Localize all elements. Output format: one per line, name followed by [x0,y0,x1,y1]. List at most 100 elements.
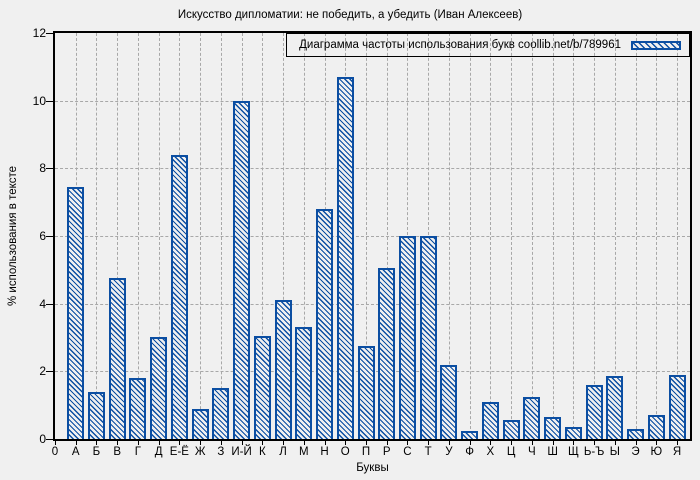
x-tick-mark [55,441,56,445]
bar [233,101,251,439]
bar [108,278,126,439]
x-tick-label: Ж [194,446,206,458]
vertical-gridline [200,33,202,439]
x-tick-label: Э [631,446,640,458]
bar [461,431,479,439]
legend: Диаграмма частоты использования букв coo… [286,33,690,57]
x-tick-label: О [340,446,350,458]
y-tick-label: 0 [39,432,46,446]
x-tick-label: Н [320,446,329,458]
x-tick-label: Г [134,446,142,458]
x-tick-mark [511,441,513,445]
plot-area: Диаграмма частоты использования букв coo… [53,31,692,441]
x-tick-mark [345,441,347,445]
x-tick-mark [490,441,492,445]
bar [87,392,105,439]
x-tick-label: Ц [506,446,516,458]
x-tick-label: Ф [465,446,475,458]
vertical-gridline [366,33,367,439]
x-tick-label: С [403,446,412,458]
bar [606,376,624,439]
bar [523,397,541,439]
vertical-gridline [614,33,616,439]
bar [378,268,396,439]
bar [481,402,499,439]
x-tick-mark [137,441,139,445]
x-tick-label: З [217,446,225,458]
x-tick-label: Т [424,446,432,458]
bar [627,429,645,439]
x-tick-label: Ы [609,446,620,458]
y-tick-mark [46,236,53,237]
x-tick-label: Б [92,446,101,458]
vertical-gridline [490,33,492,439]
x-tick-mark [262,441,264,445]
bar [585,385,603,439]
vertical-gridline [552,33,554,439]
x-tick-label: М [299,446,309,458]
x-tick-label: К [258,446,266,458]
x-tick-mark [200,441,202,445]
vertical-gridline [283,33,285,439]
x-tick-mark [677,441,678,445]
x-tick-mark [158,441,160,445]
y-tick-mark [46,100,53,102]
x-tick-mark [220,441,222,445]
bar [150,337,168,439]
horizontal-gridline [55,100,690,102]
y-tick-label: 4 [39,296,46,311]
x-tick-label: Ш [547,446,558,458]
x-tick-mark [656,441,658,445]
bar [170,155,188,439]
x-tick-mark [117,441,119,445]
vertical-gridline [262,33,264,439]
vertical-gridline [448,33,450,439]
bar [274,300,292,439]
vertical-gridline [573,33,575,439]
x-tick-label: В [113,446,122,458]
bar [295,327,313,439]
x-tick-label: Х [486,446,495,458]
x-tick-mark [283,441,285,445]
bar [316,209,334,439]
x-tick-label: Ч [528,446,536,458]
x-tick-label: Я [672,446,682,458]
vertical-gridline [220,33,222,439]
x-tick-mark [448,441,450,445]
vertical-gridline [635,33,637,439]
vertical-gridline [386,33,388,439]
y-tick-mark [46,303,53,305]
x-tick-mark [179,441,181,445]
vertical-gridline [531,33,533,439]
horizontal-gridline [55,168,690,170]
x-tick-mark [241,441,243,445]
x-tick-mark [469,441,471,445]
vertical-gridline [303,33,305,439]
x-tick-mark [614,441,616,445]
x-tick-mark [594,441,596,445]
legend-hatched-swatch-icon [631,40,681,50]
horizontal-gridline [55,236,690,237]
x-tick-mark [407,441,409,445]
x-tick-mark [573,441,575,445]
bar [564,427,582,439]
bar [647,415,665,439]
x-tick-label: У [445,446,453,458]
x-tick-mark [428,441,430,445]
x-tick-label: 0 [51,446,59,458]
bar [336,77,354,439]
y-tick-mark [46,33,53,34]
y-tick-label: 6 [39,229,46,243]
bar [67,187,85,439]
bar [212,388,230,439]
y-tick-label: 2 [39,364,46,379]
y-tick-mark [46,168,53,170]
vertical-gridline [511,33,513,439]
bar [502,420,520,439]
bar [668,375,686,439]
bar [357,346,375,439]
y-tick-mark [46,371,53,373]
x-tick-mark [75,441,77,445]
vertical-gridline [117,33,119,439]
